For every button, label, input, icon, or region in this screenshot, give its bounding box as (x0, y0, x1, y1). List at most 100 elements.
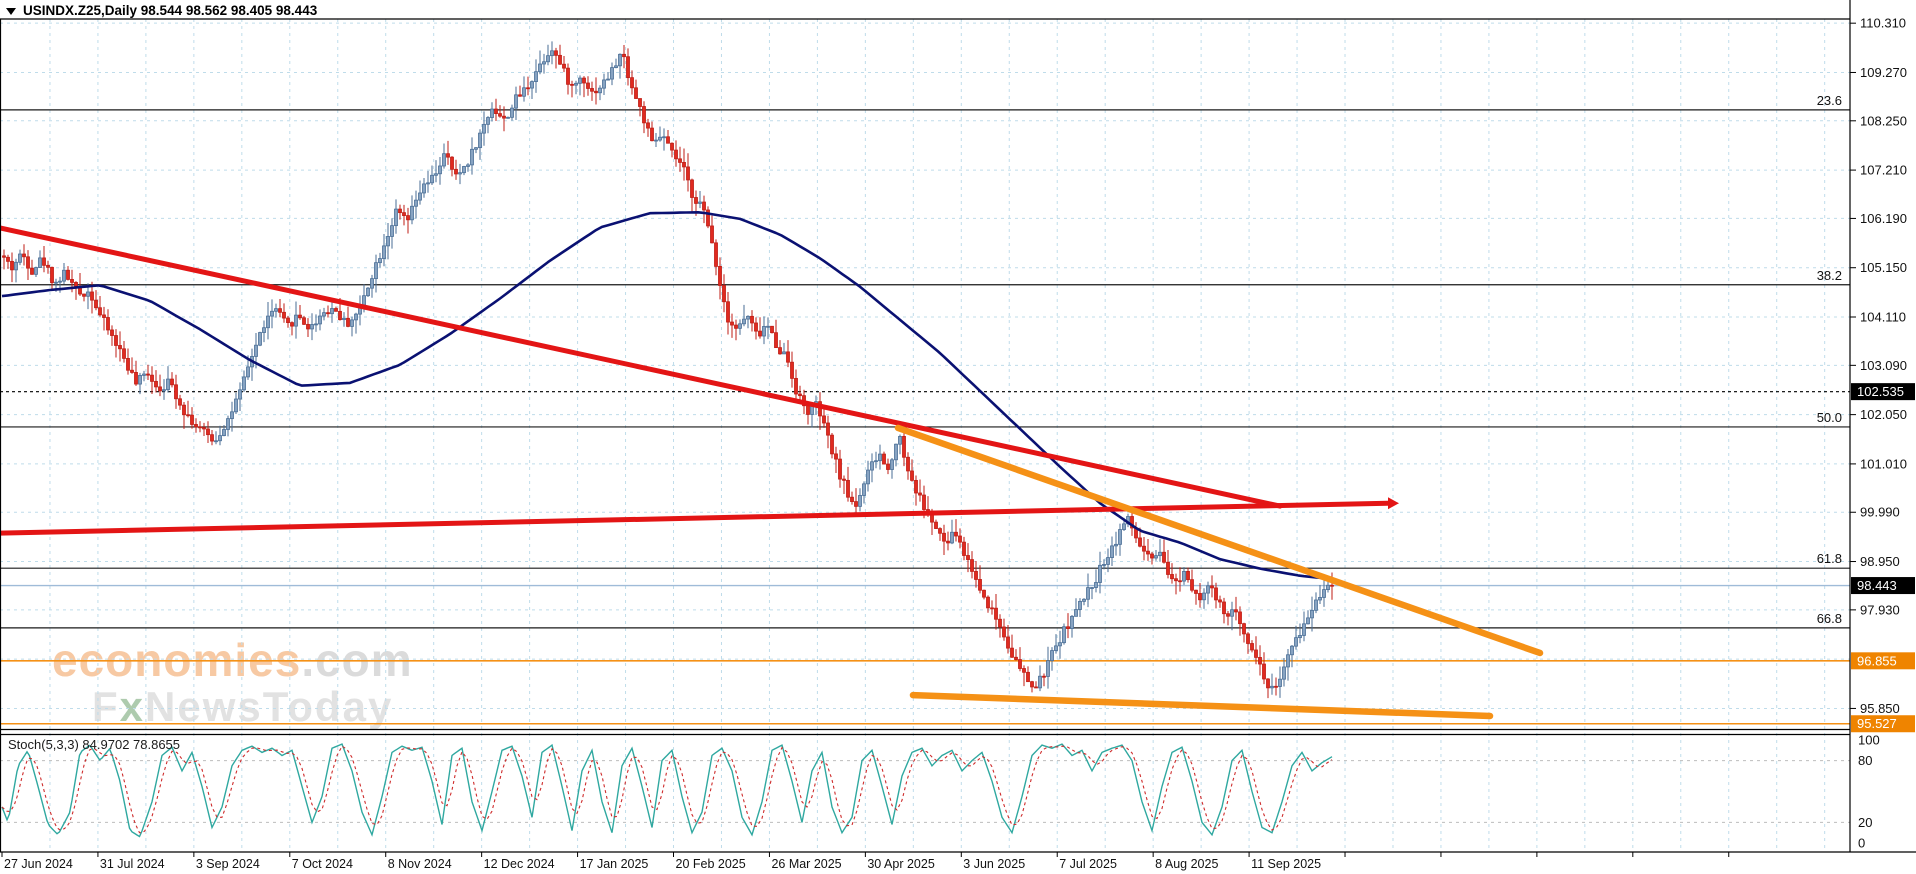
trendline-support-rising[interactable] (0, 500, 1391, 536)
candle-body (710, 225, 714, 244)
candle-body (534, 71, 538, 82)
ma-line (1, 211, 1323, 580)
candle-body (782, 351, 786, 355)
candle-body (410, 205, 414, 221)
candle-body (938, 528, 942, 534)
candle-body (62, 269, 66, 282)
price-badge-black (1851, 577, 1915, 595)
candle-body (462, 166, 466, 174)
candle-body (1110, 545, 1114, 558)
trendline-channel-upper[interactable] (894, 424, 1544, 657)
candle-body (470, 148, 474, 166)
candle-body (546, 55, 550, 63)
candle-body (1318, 597, 1322, 601)
candle-body (254, 344, 258, 357)
candle-body (50, 266, 54, 284)
candle-body (230, 411, 234, 420)
candle-body (606, 78, 610, 81)
candle-body (566, 67, 570, 85)
candle-body (722, 285, 726, 303)
candle-body (318, 315, 322, 325)
candle-body (1010, 647, 1014, 658)
candle-body (422, 183, 426, 194)
candle-body (502, 115, 506, 119)
candle-body (1302, 623, 1306, 636)
candle-body (322, 312, 326, 317)
candle-body (1270, 685, 1274, 689)
candle-body (1246, 633, 1250, 644)
candle-body (522, 87, 526, 97)
candle-body (274, 308, 278, 312)
date-tick-label: 12 Dec 2024 (484, 857, 555, 871)
candle-body (978, 579, 982, 591)
candle-body (378, 258, 382, 264)
trendline-channel-lower[interactable] (909, 691, 1494, 720)
symbol-dropdown-icon[interactable] (6, 8, 16, 15)
candle-body (746, 315, 750, 320)
candle-body (754, 322, 758, 332)
candle-body (1202, 592, 1206, 601)
candle-body (1310, 609, 1314, 619)
candle-body (562, 63, 566, 69)
candle-body (130, 369, 134, 373)
candle-body (610, 67, 614, 80)
price-tick-label: 109.270 (1860, 65, 1907, 80)
candle-body (1142, 545, 1146, 552)
stoch-scale-label: 100 (1858, 733, 1880, 748)
candle-body (970, 559, 974, 572)
candle-body (922, 494, 926, 510)
horizontal-levels: 23.6 38.2 50.0 61.8 66.8 (0, 93, 1850, 725)
candle-body (198, 426, 202, 429)
candle-body (218, 435, 222, 442)
candle-body (1298, 635, 1302, 639)
candle-body (774, 332, 778, 349)
candle-body (1014, 656, 1018, 660)
trendlines[interactable] (0, 225, 1544, 720)
candle-body (22, 253, 26, 258)
candle-body (870, 461, 874, 471)
fib-level-label: 66.8 (1817, 611, 1842, 626)
candle-body (998, 618, 1002, 628)
candle-body (630, 77, 634, 89)
candle-body (766, 325, 770, 328)
candle-body (98, 307, 102, 316)
stoch-main-line (1, 743, 1333, 838)
candle-body (834, 453, 838, 460)
candle-body (810, 406, 814, 415)
candle-body (346, 317, 350, 327)
candle-body (618, 53, 622, 67)
candle-body (1098, 564, 1102, 583)
candle-body (946, 540, 950, 544)
price-tick-label: 95.850 (1860, 701, 1900, 716)
candle-body (170, 378, 174, 386)
candle-body (38, 257, 42, 268)
candle-body (846, 479, 850, 498)
candle-body (934, 521, 938, 529)
candle-body (1094, 582, 1098, 588)
candle-body (314, 323, 318, 326)
trendline-resistance-steep[interactable] (0, 225, 1283, 509)
axis-labels: 110.310 109.270 108.250 107.210 106.190 105.1… (1, 16, 1915, 871)
candle-body (354, 313, 358, 321)
candle-body (1282, 666, 1286, 680)
candle-body (398, 208, 402, 214)
candle-body (258, 332, 262, 346)
candle-body (718, 266, 722, 286)
candle-body (666, 136, 670, 144)
candle-body (174, 384, 178, 400)
candle-body (1138, 537, 1142, 547)
candle-body (326, 312, 330, 315)
candle-body (786, 351, 790, 363)
candle-body (154, 380, 158, 388)
candle-body (366, 287, 370, 297)
pane-borders (0, 0, 1916, 853)
candle-body (1170, 574, 1174, 580)
candle-body (982, 589, 986, 598)
candle-body (1330, 584, 1334, 587)
candle-body (986, 596, 990, 609)
candle-body (1114, 543, 1118, 547)
candle-body (114, 335, 118, 346)
candle-body (110, 329, 114, 336)
candle-body (874, 460, 878, 463)
candle-body (1242, 623, 1246, 635)
